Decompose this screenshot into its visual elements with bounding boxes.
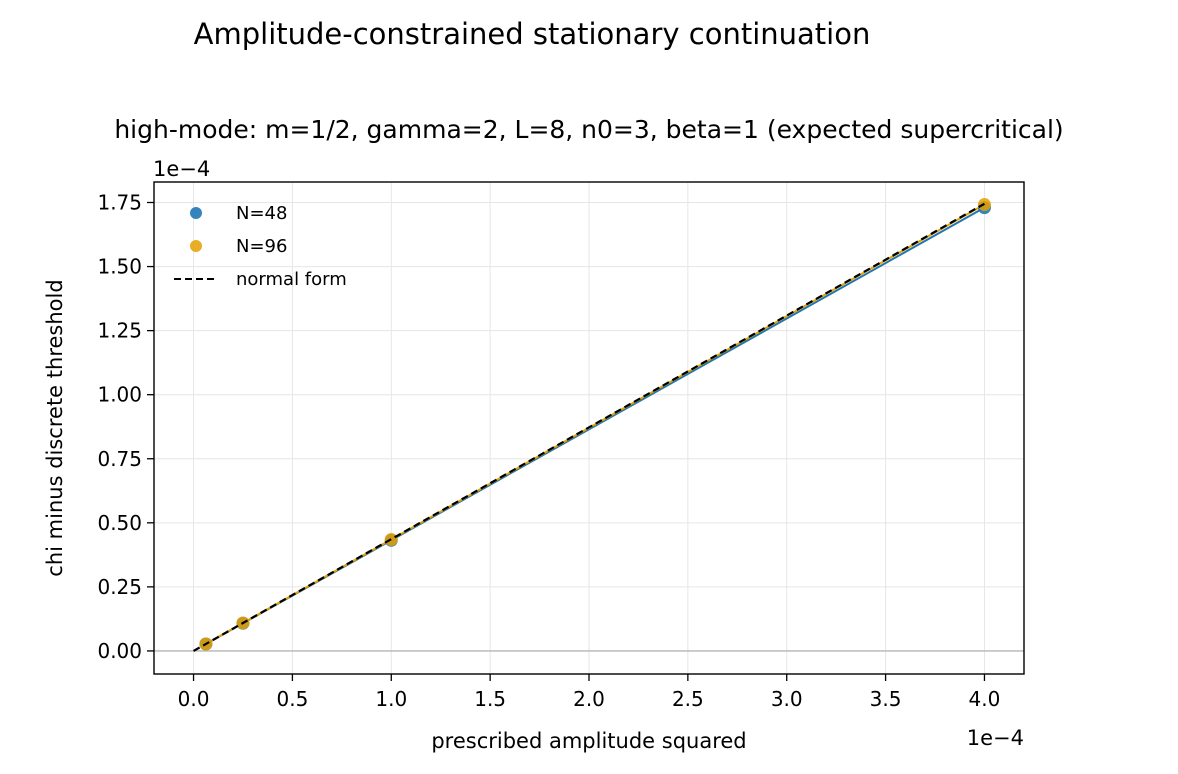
y-axis-ticks: 0.00 0.25 0.50 0.75 1.00 1.25 1.50 1.75: [97, 191, 154, 663]
x-axis-label: prescribed amplitude squared: [431, 729, 746, 753]
y-tick-label: 0.75: [97, 447, 142, 471]
legend-label-n96: N=96: [236, 236, 287, 257]
legend-label-n48: N=48: [236, 203, 287, 224]
y-tick-label: 1.50: [97, 255, 142, 279]
y-tick-label: 0.00: [97, 639, 142, 663]
y-axis-label: chi minus discrete threshold: [43, 279, 67, 576]
legend: N=48 N=96 normal form: [174, 203, 347, 290]
legend-label-normal-form: normal form: [236, 269, 347, 290]
legend-marker-n48: [190, 207, 202, 219]
x-tick-label: 1.0: [375, 687, 407, 711]
chart-subtitle: high-mode: m=1/2, gamma=2, L=8, n0=3, be…: [114, 115, 1063, 144]
y-scale-label: 1e−4: [153, 157, 210, 181]
x-tick-label: 0.0: [178, 687, 210, 711]
y-tick-label: 1.25: [97, 319, 142, 343]
y-tick-label: 1.00: [97, 383, 142, 407]
x-tick-label: 4.0: [969, 687, 1001, 711]
x-axis-ticks: 0.0 0.5 1.0 1.5 2.0 2.5 3.0 3.5 4.0: [178, 674, 1001, 711]
plot-series: [193, 198, 991, 652]
normal-form-line: [193, 202, 985, 652]
x-tick-label: 0.5: [277, 687, 309, 711]
y-tick-label: 0.25: [97, 575, 142, 599]
x-tick-label: 2.0: [573, 687, 605, 711]
x-tick-label: 3.5: [870, 687, 902, 711]
x-tick-label: 2.5: [672, 687, 704, 711]
x-scale-label: 1e−4: [967, 726, 1024, 750]
y-tick-label: 0.50: [97, 511, 142, 535]
x-tick-label: 1.5: [474, 687, 506, 711]
legend-marker-n96: [190, 240, 202, 252]
y-tick-label: 1.75: [97, 191, 142, 215]
grid: [154, 182, 1024, 674]
chart-title: Amplitude-constrained stationary continu…: [194, 17, 871, 51]
x-tick-label: 3.0: [771, 687, 803, 711]
